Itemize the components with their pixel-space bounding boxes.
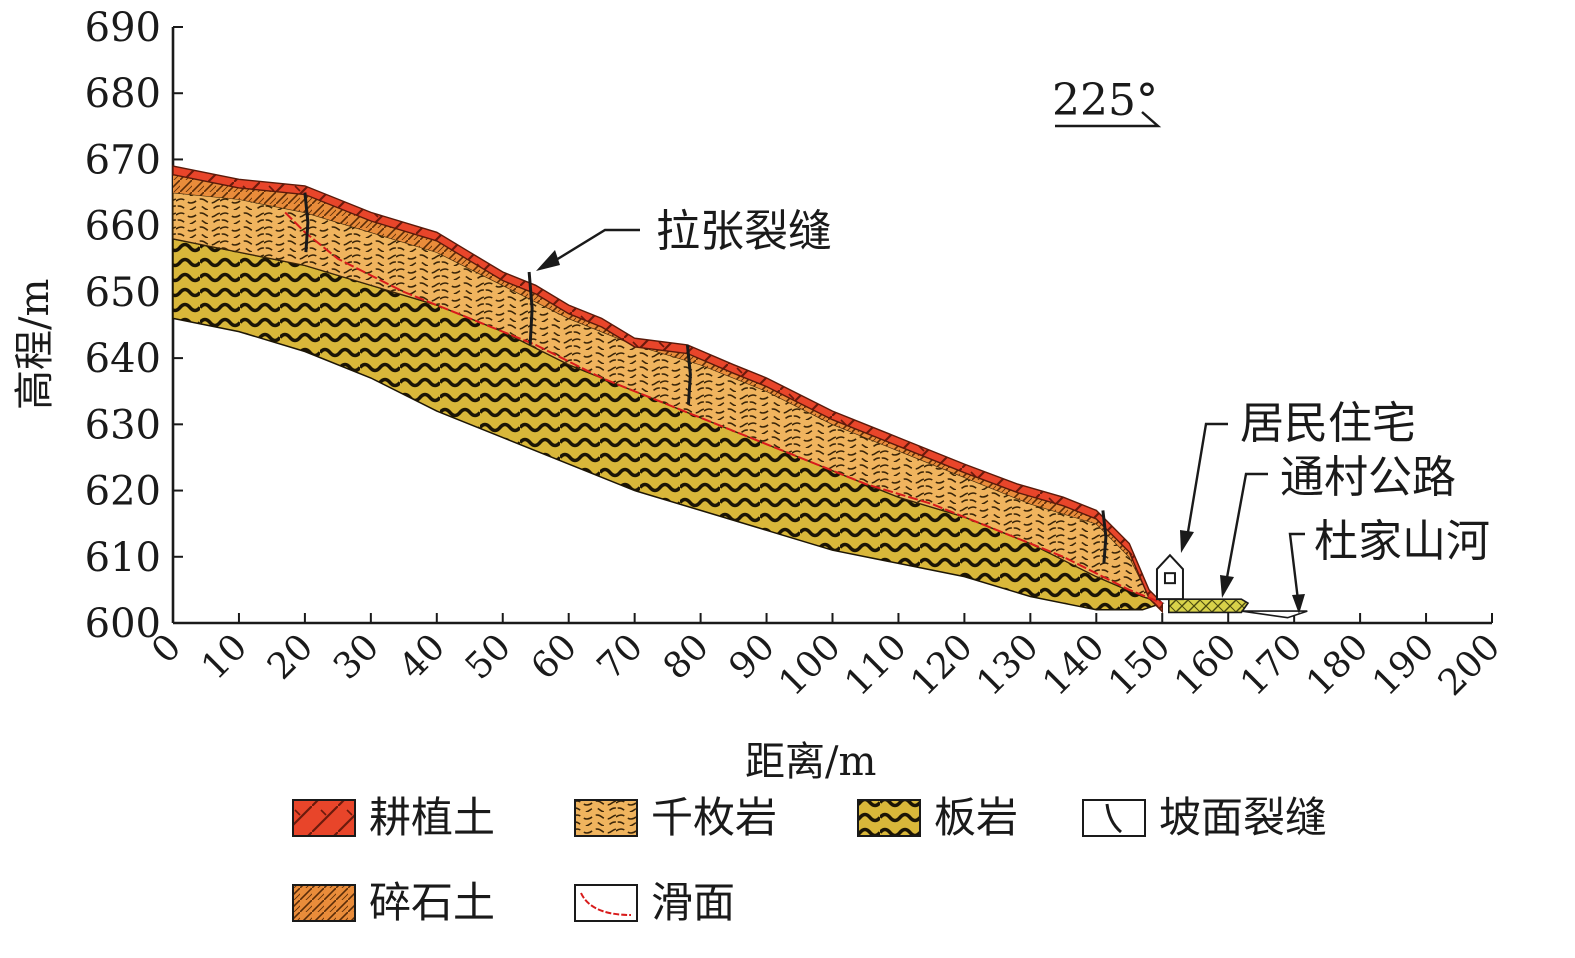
leader-house-arrowhead (1180, 530, 1194, 553)
x-tick-label: 140 (1035, 626, 1113, 704)
x-axis-title: 距离/m (745, 739, 876, 785)
annotations: 拉张裂缝 居民住宅 通村公路 杜家山河 (536, 206, 1490, 614)
x-tick-label: 100 (771, 626, 849, 704)
legend-swatch-gravel (292, 884, 356, 922)
leader-house (1185, 422, 1228, 539)
y-tick-label: 610 (85, 535, 161, 581)
leader-crack (555, 228, 640, 262)
x-tick-label: 110 (837, 626, 915, 704)
direction-indicator: 225° (1052, 75, 1162, 128)
legend-label: 板岩 (934, 793, 1018, 842)
tension-crack (685, 344, 692, 405)
x-tick-label: 160 (1167, 626, 1245, 704)
leader-river (1288, 532, 1305, 601)
legend-crack-symbol (1105, 803, 1122, 834)
legend-label: 滑面 (651, 878, 735, 927)
legend-swatch-slip (574, 884, 638, 922)
direction-label: 225° (1052, 75, 1158, 126)
leader-road-arrowhead (1220, 575, 1234, 598)
slope-features (284, 192, 1308, 619)
tension-crack (527, 271, 534, 345)
x-tick-label: 50 (458, 626, 519, 687)
legend-swatch-crack (1082, 799, 1146, 837)
y-tick-label: 680 (85, 71, 161, 117)
x-tick-label: 60 (524, 626, 585, 687)
y-tick-label: 650 (85, 270, 161, 316)
legend-swatch-slate (857, 799, 921, 837)
house-window (1163, 572, 1176, 585)
leader-road (1224, 472, 1268, 584)
x-tick-label: 70 (590, 626, 651, 687)
legend-label: 坡面裂缝 (1159, 793, 1327, 842)
village-road (1168, 598, 1250, 614)
legend-swatch-phyllite (574, 799, 638, 837)
legend-label: 碎石土 (369, 878, 495, 927)
y-tick-label: 640 (85, 336, 161, 382)
x-tick-label: 80 (656, 626, 717, 687)
y-tick-label: 620 (85, 469, 161, 515)
leader-crack-arrowhead (536, 250, 560, 271)
y-tick-label: 600 (85, 601, 161, 647)
river-channel (1241, 610, 1308, 619)
annotation-road: 通村公路 (1280, 452, 1456, 503)
x-tick-label: 150 (1101, 626, 1179, 704)
legend-slip-symbol (580, 892, 632, 916)
x-tick-label: 180 (1299, 626, 1377, 704)
x-tick-label: 30 (326, 626, 387, 687)
x-tick-label: 190 (1365, 626, 1443, 704)
layer-topsoil (172, 165, 1164, 614)
legend-label: 耕植土 (369, 793, 495, 842)
x-tick-label: 40 (392, 626, 453, 687)
y-tick-label: 690 (85, 5, 161, 51)
tension-crack (1101, 510, 1108, 564)
x-tick-label: 120 (903, 626, 981, 704)
x-tick-label: 20 (260, 626, 321, 687)
direction-arrow-hook (1140, 111, 1162, 128)
annotation-river: 杜家山河 (1314, 516, 1490, 567)
annotation-house: 居民住宅 (1240, 398, 1416, 449)
x-tick-label: 170 (1233, 626, 1311, 704)
x-tick-label: 10 (194, 626, 255, 687)
y-tick-label: 670 (85, 137, 161, 183)
x-tick-label: 130 (969, 626, 1047, 704)
leader-river-arrowhead (1292, 594, 1305, 614)
y-tick-label: 630 (85, 402, 161, 448)
x-tick-label: 200 (1431, 626, 1509, 704)
annotation-crack: 拉张裂缝 (656, 206, 832, 257)
y-tick-label: 660 (85, 204, 161, 250)
legend-swatch-topsoil (292, 799, 356, 837)
layer-slate (172, 237, 1165, 611)
slip-surface-line (284, 211, 1163, 605)
tension-crack (303, 192, 310, 253)
legend-label: 千枚岩 (651, 793, 777, 842)
y-axis-title: 高程/m (12, 279, 58, 410)
